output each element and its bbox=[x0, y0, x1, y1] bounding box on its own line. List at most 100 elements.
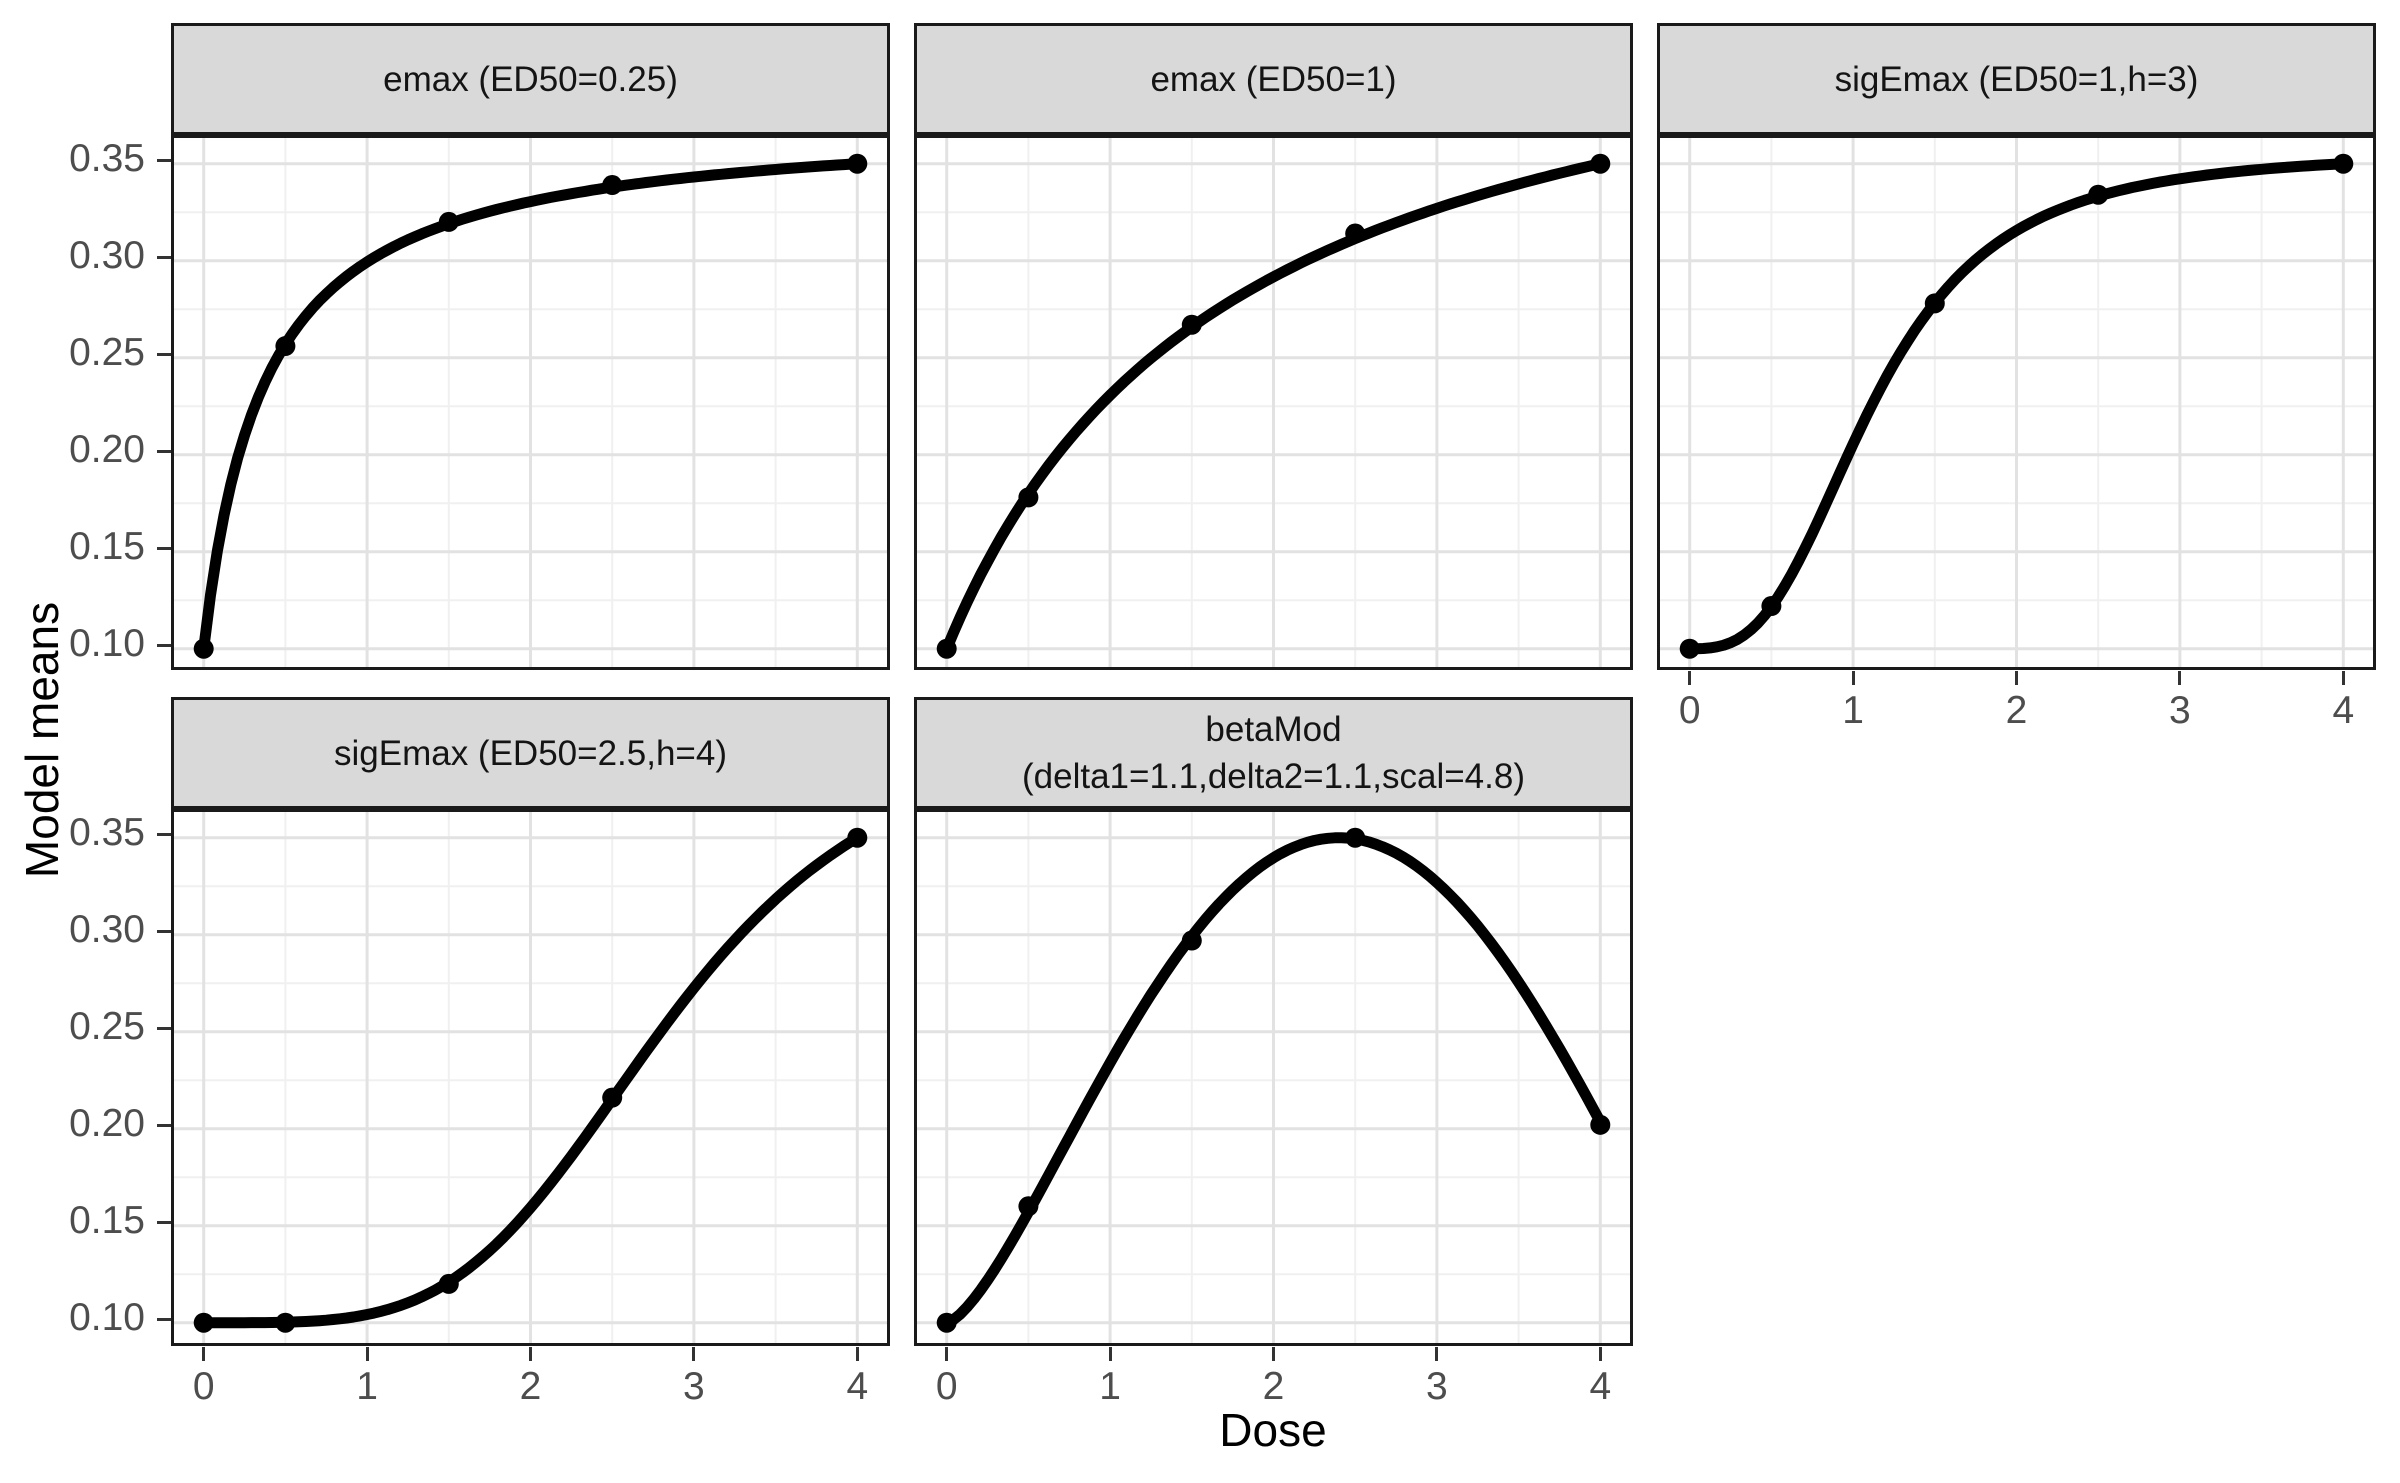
data-point-dose-1.5 bbox=[1181, 314, 1202, 335]
facet-strip-title-line: emax (ED50=1) bbox=[1150, 59, 1397, 99]
data-point-dose-2.5 bbox=[602, 175, 623, 196]
facet-strip-emax-ed50-1-: emax (ED50=1) bbox=[914, 23, 1633, 135]
x-tick-mark bbox=[529, 1347, 532, 1361]
data-point-dose-0.5 bbox=[1018, 1196, 1039, 1217]
model-curve-sigemax-ed50-1-h-3- bbox=[1684, 158, 2349, 655]
x-tick-label: 4 bbox=[846, 1365, 869, 1408]
facet-strip-sigemax-ed50-1-h-3-: sigEmax (ED50=1,h=3) bbox=[1657, 23, 2376, 135]
y-tick-mark bbox=[157, 450, 171, 454]
model-curve-betamod bbox=[941, 832, 1606, 1329]
x-tick-label: 3 bbox=[1426, 1365, 1448, 1408]
data-point-dose-0 bbox=[193, 638, 214, 659]
y-tick-label: 0.30 bbox=[69, 233, 145, 277]
data-point-dose-4 bbox=[847, 827, 868, 848]
facet-strip-sigemax-ed50-2-5-h-4-: sigEmax (ED50=2.5,h=4) bbox=[171, 697, 890, 809]
y-tick-label: 0.10 bbox=[69, 1295, 145, 1339]
x-tick-label: 0 bbox=[192, 1365, 215, 1408]
data-point-dose-0 bbox=[936, 638, 957, 659]
data-point-dose-0 bbox=[193, 1312, 214, 1333]
x-tick-label: 1 bbox=[356, 1365, 378, 1408]
y-tick-label: 0.20 bbox=[69, 1101, 145, 1145]
facet-panel-sigemax-ed50-2-5-h-4- bbox=[171, 809, 890, 1346]
facet-panel-sigemax-ed50-1-h-3- bbox=[1657, 135, 2376, 670]
x-axis-title: Dose bbox=[1219, 1404, 1327, 1456]
y-tick-mark bbox=[157, 159, 171, 163]
x-tick-label: 0 bbox=[1678, 689, 1701, 732]
facet-strip-title-line: sigEmax (ED50=2.5,h=4) bbox=[334, 733, 727, 773]
x-tick-mark bbox=[2341, 671, 2345, 685]
facet-strip-emax-ed50-0-25-: emax (ED50=0.25) bbox=[171, 23, 890, 135]
x-tick-label: 4 bbox=[2332, 689, 2355, 732]
facet-strip-title-line: (delta1=1.1,delta2=1.1,scal=4.8) bbox=[1021, 757, 1525, 796]
data-point-dose-0.5 bbox=[1761, 596, 1782, 617]
data-point-dose-0 bbox=[936, 1312, 957, 1333]
y-tick-mark bbox=[157, 353, 171, 357]
y-tick-label: 0.15 bbox=[69, 1198, 145, 1242]
model-curve-emax-ed50-1- bbox=[941, 158, 1606, 655]
model-curve-sigemax-ed50-2-5-h-4- bbox=[198, 832, 863, 1329]
data-point-dose-2.5 bbox=[1345, 827, 1366, 848]
x-tick-label: 2 bbox=[2005, 689, 2028, 732]
data-point-dose-0 bbox=[1679, 638, 1700, 659]
x-tick-mark bbox=[2178, 671, 2182, 685]
data-point-dose-4 bbox=[847, 153, 868, 174]
x-tick-label: 2 bbox=[519, 1365, 542, 1408]
facet-strip-title-line: sigEmax (ED50=1,h=3) bbox=[1834, 59, 2199, 99]
panel-plot-area-sigemax-ed50-1-h-3- bbox=[1660, 138, 2373, 667]
panel-plot-area-emax-ed50-1- bbox=[917, 138, 1630, 667]
data-point-dose-0.5 bbox=[1018, 487, 1039, 508]
facet-panel-emax-ed50-0-25- bbox=[171, 135, 890, 670]
model-curve-emax-ed50-0-25- bbox=[198, 158, 863, 655]
x-tick-label: 1 bbox=[1099, 1365, 1121, 1408]
x-tick-mark bbox=[1688, 671, 1692, 685]
x-tick-mark bbox=[1851, 671, 1855, 685]
y-tick-mark bbox=[157, 1221, 171, 1225]
data-point-dose-1.5 bbox=[1924, 293, 1945, 314]
y-tick-mark bbox=[157, 256, 171, 260]
x-tick-mark bbox=[1598, 1347, 1602, 1361]
panel-plot-area-emax-ed50-0-25- bbox=[174, 138, 887, 667]
x-tick-mark bbox=[365, 1347, 369, 1361]
data-point-dose-2.5 bbox=[602, 1087, 623, 1108]
y-tick-label: 0.10 bbox=[69, 621, 145, 665]
x-tick-mark bbox=[692, 1347, 696, 1361]
panel-plot-area-sigemax-ed50-2-5-h-4- bbox=[174, 812, 887, 1343]
y-tick-mark bbox=[157, 547, 171, 551]
data-point-dose-4 bbox=[1590, 1114, 1611, 1135]
x-tick-label: 3 bbox=[2169, 689, 2191, 732]
x-tick-label: 0 bbox=[935, 1365, 958, 1408]
y-tick-mark bbox=[157, 1318, 171, 1322]
data-point-dose-1.5 bbox=[1181, 930, 1202, 951]
facet-strip-title-line: emax (ED50=0.25) bbox=[383, 59, 678, 99]
y-tick-label: 0.35 bbox=[69, 810, 145, 854]
y-tick-label: 0.20 bbox=[69, 427, 145, 471]
data-point-dose-2.5 bbox=[2088, 184, 2109, 205]
y-tick-label: 0.25 bbox=[69, 1004, 145, 1048]
y-tick-label: 0.30 bbox=[69, 907, 145, 951]
y-tick-mark bbox=[157, 1124, 171, 1128]
y-tick-label: 0.15 bbox=[69, 524, 145, 568]
x-tick-mark bbox=[945, 1347, 949, 1361]
x-tick-mark bbox=[1272, 1347, 1275, 1361]
facet-panel-betamod bbox=[914, 809, 1633, 1346]
x-tick-label: 2 bbox=[1262, 1365, 1285, 1408]
y-tick-mark bbox=[157, 833, 171, 837]
y-tick-label: 0.35 bbox=[69, 136, 145, 180]
data-point-dose-4 bbox=[2333, 153, 2354, 174]
facet-strip-title-line: betaMod bbox=[1205, 710, 1342, 749]
x-tick-mark bbox=[2015, 671, 2018, 685]
data-point-dose-4 bbox=[1590, 153, 1611, 174]
y-tick-mark bbox=[157, 930, 171, 934]
x-tick-mark bbox=[202, 1347, 206, 1361]
facet-panel-emax-ed50-1- bbox=[914, 135, 1633, 670]
x-tick-mark bbox=[1108, 1347, 1112, 1361]
y-tick-mark bbox=[157, 1027, 171, 1031]
y-tick-label: 0.25 bbox=[69, 330, 145, 374]
data-point-dose-0.5 bbox=[275, 336, 296, 357]
x-tick-label: 3 bbox=[683, 1365, 705, 1408]
x-tick-mark bbox=[855, 1347, 859, 1361]
x-tick-label: 4 bbox=[1589, 1365, 1612, 1408]
y-tick-mark bbox=[157, 644, 171, 648]
x-tick-label: 1 bbox=[1842, 689, 1864, 732]
